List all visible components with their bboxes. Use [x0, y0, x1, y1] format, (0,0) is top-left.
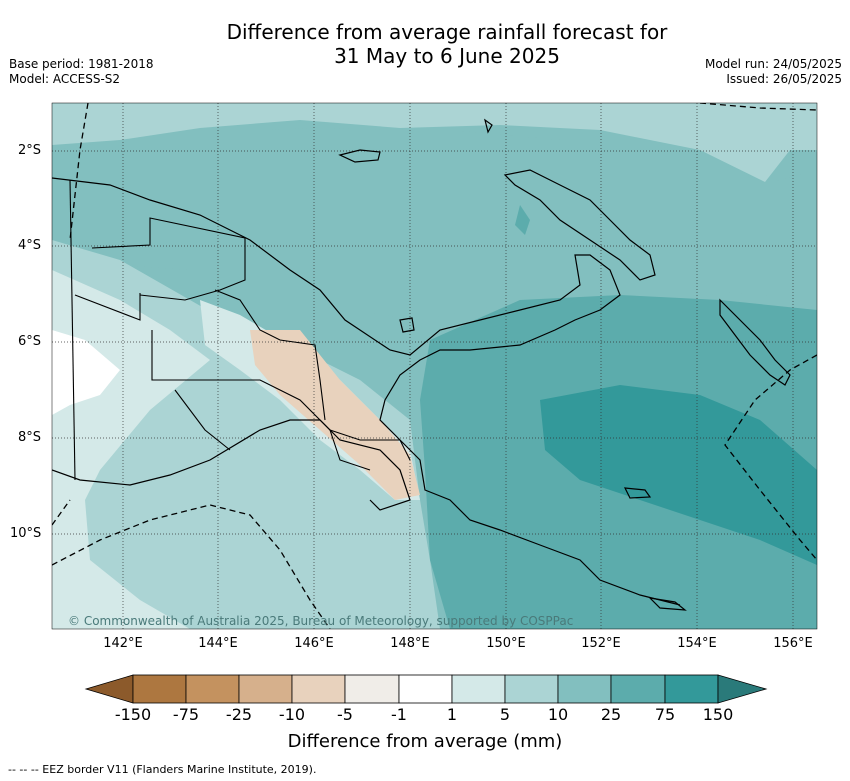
colorbar-seg-2 — [185, 674, 240, 704]
issued-date: Issued: 26/05/2025 — [726, 72, 842, 86]
lon-label-154e: 154°E — [677, 636, 717, 651]
title-line-1: Difference from average rainfall forecas… — [226, 20, 668, 44]
base-period: Base period: 1981-2018 — [9, 57, 154, 71]
colorbar-tick: -10 — [278, 705, 306, 724]
title-line-2: 31 May to 6 June 2025 — [334, 44, 560, 68]
colorbar-label: Difference from average (mm) — [287, 731, 563, 752]
colorbar-seg-7 — [451, 674, 506, 704]
colorbar-seg-5 — [344, 674, 400, 704]
colorbar-tick: -25 — [225, 705, 253, 724]
colorbar-tick: 10 — [547, 705, 569, 724]
colorbar-tick: 1 — [446, 705, 458, 724]
colorbar-tick: 150 — [702, 705, 734, 724]
colorbar-seg-8 — [504, 674, 559, 704]
province-borders — [69, 179, 411, 481]
colorbar-seg-11 — [664, 674, 719, 704]
lat-label-4s: 4°S — [18, 238, 42, 253]
lon-label-142e: 142°E — [103, 636, 143, 651]
map-frame — [51, 102, 818, 630]
colorbar-extend-high — [717, 674, 768, 704]
lon-label-150e: 150°E — [486, 636, 526, 651]
colorbar-extend-low — [84, 674, 134, 704]
copyright-notice: © Commonwealth of Australia 2025, Bureau… — [68, 614, 574, 628]
contour-white-patch — [52, 330, 120, 415]
lon-label-152e: 152°E — [581, 636, 621, 651]
lat-label-10s: 10°S — [10, 526, 42, 541]
lat-label-6s: 6°S — [18, 334, 42, 349]
contour-top-band — [52, 103, 817, 182]
contour-small-patch — [515, 205, 530, 235]
colorbar-seg-4 — [291, 674, 346, 704]
map-contours — [52, 103, 817, 629]
colorbar-tick: -150 — [114, 705, 152, 724]
map-title: Difference from average rainfall forecas… — [0, 20, 850, 68]
coastlines — [52, 118, 791, 611]
eez-footnote: -- -- -- EEZ border V11 (Flanders Marine… — [8, 763, 317, 776]
lon-label-148e: 148°E — [390, 636, 430, 651]
colorbar-tick: -75 — [172, 705, 200, 724]
graticule — [52, 103, 817, 629]
contour-nw-band — [52, 128, 817, 320]
lat-label-8s: 8°S — [18, 430, 42, 445]
lat-label-2s: 2°S — [18, 143, 42, 158]
colorbar-seg-1 — [132, 674, 187, 704]
colorbar-seg-10 — [610, 674, 666, 704]
eez-borders — [52, 103, 817, 629]
colorbar-tick: -5 — [337, 705, 353, 724]
contour-east-75-150 — [540, 385, 817, 565]
model-name: Model: ACCESS-S2 — [9, 72, 121, 86]
colorbar-seg-3 — [238, 674, 293, 704]
lon-label-146e: 146°E — [294, 636, 334, 651]
lon-label-144e: 144°E — [198, 636, 238, 651]
contour-dry-patch — [250, 330, 420, 500]
colorbar-seg-6 — [398, 674, 453, 704]
colorbar-tick: 5 — [499, 705, 511, 724]
model-run: Model run: 24/05/2025 — [704, 57, 842, 71]
meta-right: Model run: 24/05/2025 Issued: 26/05/2025 — [705, 57, 842, 87]
colorbar-seg-9 — [557, 674, 612, 704]
colorbar-tick: -1 — [391, 705, 407, 724]
colorbar — [84, 674, 768, 704]
colorbar-tick: 25 — [600, 705, 622, 724]
colorbar-tick: 75 — [654, 705, 676, 724]
meta-left: Base period: 1981-2018 Model: ACCESS-S2 — [9, 57, 154, 87]
lon-label-156e: 156°E — [773, 636, 813, 651]
